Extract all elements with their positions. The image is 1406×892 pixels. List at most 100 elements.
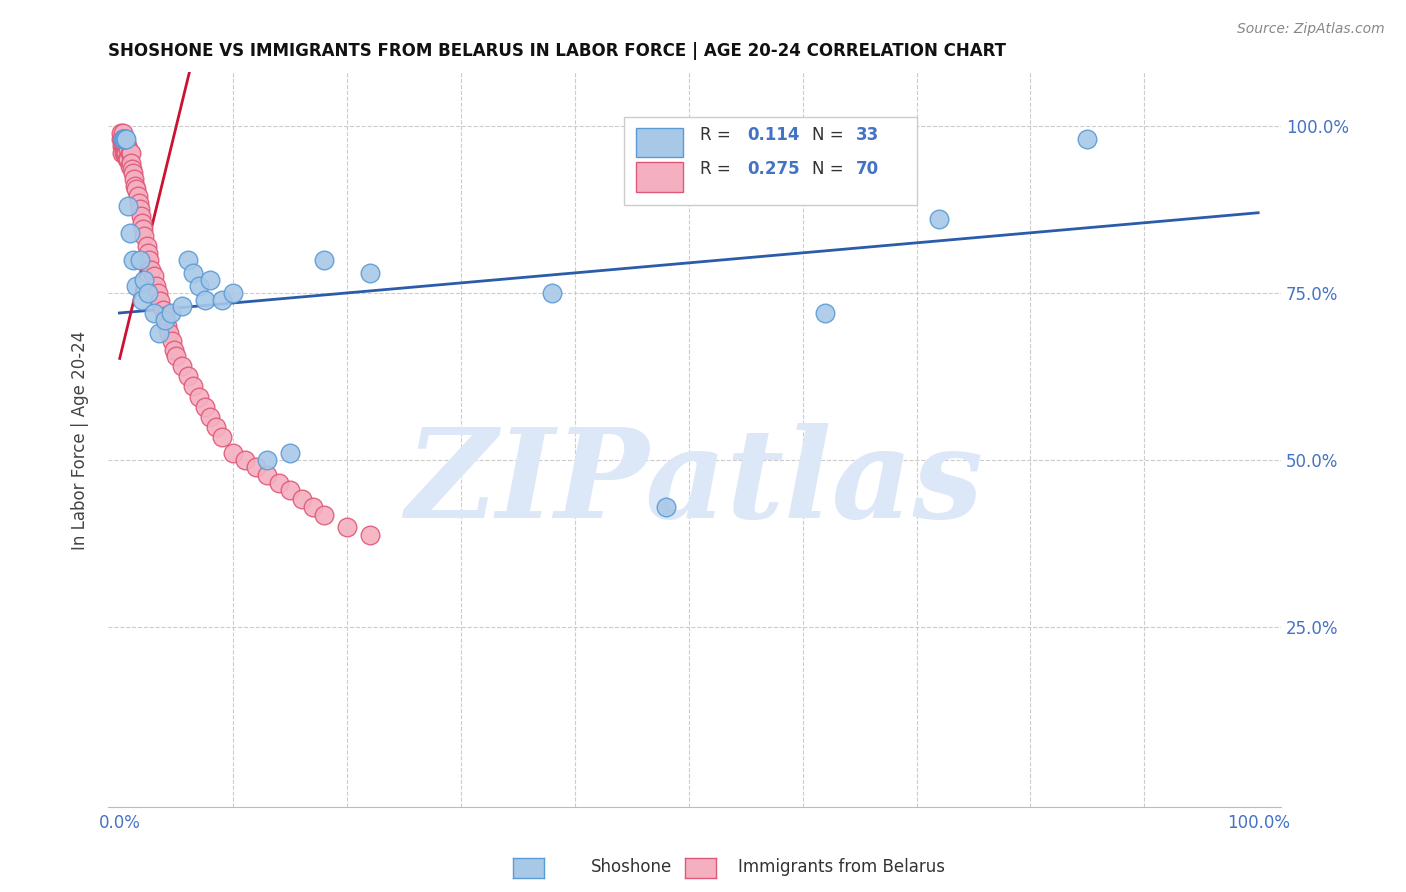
Text: 0.114: 0.114	[747, 126, 800, 144]
FancyBboxPatch shape	[624, 117, 917, 205]
Point	[115, 136, 138, 150]
Point	[200, 409, 222, 424]
Text: 70: 70	[856, 161, 880, 178]
Point	[112, 132, 135, 146]
Point	[132, 222, 155, 236]
Point	[131, 216, 153, 230]
Point	[134, 229, 156, 244]
Point	[142, 306, 165, 320]
Point	[336, 520, 359, 534]
Y-axis label: In Labor Force | Age 20-24: In Labor Force | Age 20-24	[72, 330, 89, 549]
Point	[111, 126, 134, 140]
Point	[127, 189, 149, 203]
Point	[152, 302, 174, 317]
Text: Immigrants from Belarus: Immigrants from Belarus	[738, 858, 945, 876]
Point	[142, 269, 165, 284]
Point	[111, 139, 134, 153]
Point	[148, 326, 170, 340]
Text: SHOSHONE VS IMMIGRANTS FROM BELARUS IN LABOR FORCE | AGE 20-24 CORRELATION CHART: SHOSHONE VS IMMIGRANTS FROM BELARUS IN L…	[108, 42, 1005, 60]
Point	[114, 132, 136, 146]
Point	[145, 279, 167, 293]
Point	[110, 132, 132, 146]
Point	[160, 334, 183, 348]
Point	[233, 453, 256, 467]
Point	[136, 245, 159, 260]
Point	[120, 145, 142, 160]
Text: R =: R =	[700, 161, 737, 178]
Point	[170, 359, 193, 374]
Point	[117, 153, 139, 167]
Point	[124, 179, 146, 194]
Point	[118, 226, 141, 240]
Point	[153, 310, 176, 324]
Point	[111, 145, 134, 160]
Point	[149, 293, 172, 308]
Point	[245, 459, 267, 474]
Point	[188, 279, 211, 293]
Point	[290, 491, 312, 506]
Point	[114, 132, 136, 146]
Point	[655, 500, 678, 514]
Text: Shoshone: Shoshone	[591, 858, 672, 876]
Point	[136, 285, 159, 300]
Point	[111, 132, 134, 146]
Point	[122, 166, 145, 180]
Point	[541, 285, 564, 300]
Point	[117, 199, 139, 213]
Point	[183, 379, 205, 393]
Point	[117, 142, 139, 156]
Point	[138, 252, 160, 267]
Point	[125, 279, 148, 293]
Point	[170, 299, 193, 313]
Point	[156, 319, 179, 334]
Point	[146, 285, 169, 300]
Point	[194, 293, 217, 307]
Point	[359, 266, 381, 280]
Point	[114, 139, 136, 153]
Point	[117, 139, 139, 153]
Point	[159, 326, 181, 340]
Point	[112, 145, 135, 160]
Point	[110, 126, 132, 140]
Point	[115, 132, 138, 146]
Point	[188, 390, 211, 404]
Point	[222, 446, 245, 460]
Point	[278, 483, 301, 497]
Point	[200, 272, 222, 286]
Point	[211, 429, 233, 443]
Point	[128, 202, 150, 217]
Point	[120, 155, 142, 169]
Point	[256, 453, 278, 467]
Point	[111, 132, 134, 146]
Point	[112, 132, 135, 146]
Point	[114, 145, 136, 160]
Point	[153, 312, 176, 326]
Text: N =: N =	[811, 126, 849, 144]
Point	[122, 252, 145, 267]
Point	[131, 293, 153, 307]
Text: Source: ZipAtlas.com: Source: ZipAtlas.com	[1237, 22, 1385, 37]
Point	[278, 446, 301, 460]
Point	[359, 528, 381, 542]
Point	[135, 239, 157, 253]
Text: ZIPatlas: ZIPatlas	[405, 424, 983, 545]
Point	[121, 162, 143, 177]
Point	[111, 132, 134, 146]
Point	[115, 145, 138, 160]
Point	[267, 476, 290, 491]
Text: 33: 33	[856, 126, 880, 144]
Text: R =: R =	[700, 126, 737, 144]
Point	[222, 285, 245, 300]
Point	[256, 467, 278, 482]
Text: 0.275: 0.275	[747, 161, 800, 178]
Point	[183, 266, 205, 280]
Point	[194, 400, 217, 414]
Point	[211, 293, 233, 307]
Point	[118, 159, 141, 173]
Point	[165, 350, 187, 364]
Point	[928, 212, 950, 227]
FancyBboxPatch shape	[636, 162, 683, 192]
Point	[302, 500, 325, 514]
Point	[122, 172, 145, 186]
Point	[128, 252, 150, 267]
